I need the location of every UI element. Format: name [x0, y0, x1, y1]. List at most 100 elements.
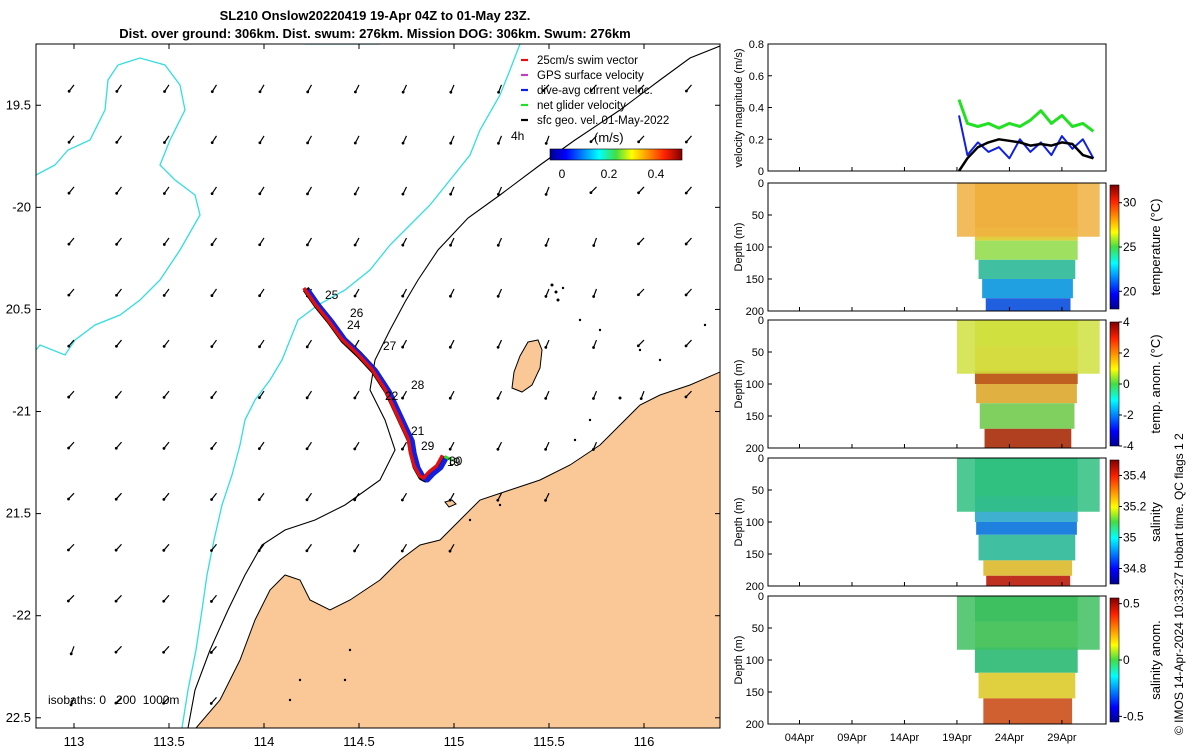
velocity-arrowhead — [496, 396, 500, 400]
velocity-arrowhead — [448, 498, 452, 502]
date-ticks: 04Apr 09Apr 14Apr 19Apr 24Apr 29Apr — [785, 167, 1077, 744]
depth-tick-label: 150 — [746, 274, 764, 286]
section-salinity-anom: 0 50 100 150 200 Depth (m) 0.5 0 -0.5 salinity an… — [733, 591, 1163, 731]
section-band — [985, 298, 1071, 311]
colorbar-title: temperature (°C) — [1148, 199, 1163, 296]
velocity-arrowhead — [544, 345, 548, 349]
isobath-200m — [187, 45, 720, 728]
velocity-arrowhead — [114, 701, 118, 705]
velocity-arrowhead — [258, 294, 262, 298]
depth-tick-label: 0 — [758, 315, 764, 327]
map-ytick-label: -20 — [12, 199, 31, 214]
velocity-frame — [767, 43, 1107, 172]
section-band — [984, 428, 1072, 448]
credit-text: © IMOS 14-Apr-2024 10:33:27 Hobart time.… — [1172, 433, 1186, 735]
colorbar-tick-2: 0.4 — [648, 167, 665, 181]
section-upper — [956, 596, 1100, 650]
velocity-arrowhead — [115, 89, 119, 93]
section-band — [978, 534, 1076, 561]
velocity-arrowhead — [448, 549, 452, 553]
velocity-arrowhead — [114, 395, 118, 399]
map-xtick-label: 114.5 — [343, 734, 375, 749]
map-x-ticks: 113 113.5 114 114.5 115 115.5 116 — [64, 44, 654, 749]
velocity-arrowhead — [401, 396, 404, 400]
colorbar-tick-label: -2 — [1123, 408, 1134, 422]
velocity-arrowhead — [684, 191, 688, 195]
section-salinity: 0 50 100 150 200 Depth (m) 35.4 35.2 35 34.8 salin… — [733, 453, 1163, 593]
velocity-arrowhead — [69, 703, 73, 707]
vel-ytick-label: 0.8 — [749, 39, 764, 51]
legend-label: 25cm/s swim vector — [537, 55, 638, 67]
velocity-arrowhead — [544, 397, 548, 400]
velocity-arrowhead — [449, 294, 452, 298]
velocity-arrowhead — [114, 446, 118, 450]
depth-tick-label: 100 — [746, 379, 764, 391]
section-band — [978, 259, 1076, 279]
depth-tick-label: 0 — [758, 453, 764, 465]
track-net-velocity — [443, 455, 454, 462]
depth-tick-label: 150 — [746, 549, 764, 561]
velocity-arrowhead — [162, 599, 166, 603]
velocity-arrowhead — [637, 89, 641, 93]
speed-colorbar — [549, 148, 683, 161]
velocity-arrowhead — [66, 599, 70, 603]
velocity-arrowhead — [637, 242, 640, 246]
vel-ytick-label: 0.6 — [749, 71, 764, 83]
velocity-arrowhead — [162, 650, 166, 654]
velocity-arrowhead — [115, 140, 119, 144]
velocity-arrowhead — [163, 90, 166, 93]
velocity-arrowhead — [544, 192, 548, 196]
section-colorbar — [1109, 459, 1120, 585]
velocity-arrowhead — [258, 345, 261, 349]
legend-label: net glider velocity — [537, 100, 626, 112]
velocity-arrowhead — [67, 293, 71, 297]
velocity-arrowhead — [210, 90, 214, 94]
section-upper — [956, 183, 1100, 237]
colorbar-tick-0: 0 — [559, 167, 566, 181]
depth-tick-label: 0 — [758, 178, 764, 190]
velocity-arrowhead — [400, 549, 404, 553]
vel-ytick-label: 0 — [758, 166, 764, 178]
colorbar-tick-label: 30 — [1123, 196, 1137, 210]
colorbar-tick-1: 0.2 — [601, 167, 618, 181]
colorbar-tick-label: 0 — [1123, 377, 1130, 391]
velocity-arrowhead — [258, 141, 262, 145]
velocity-arrowhead — [67, 395, 71, 399]
figure-title-line-1: SL210 Onslow20220419 19-Apr 04Z to 01-Ma… — [219, 8, 531, 23]
map-xtick-label: 115.5 — [533, 734, 565, 749]
velocity-arrowhead — [209, 702, 213, 705]
day-label: 27 — [383, 339, 397, 353]
velocity-arrowhead — [401, 294, 405, 298]
legend-extra-4h: 4h — [511, 129, 524, 143]
depth-tick-label: 50 — [752, 623, 764, 635]
section-band — [976, 522, 1077, 535]
velocity-arrowhead — [636, 344, 640, 348]
velocity-arrowhead — [257, 498, 261, 502]
date-tick-label: 14Apr — [890, 732, 920, 744]
velocity-arrowhead — [163, 141, 166, 144]
vel-series-line — [957, 138, 1094, 172]
day-label: 30 — [449, 454, 463, 468]
velocity-arrowhead — [353, 141, 357, 145]
figure-title-line-2: Dist. over ground: 306km. Dist. swum: 27… — [119, 26, 631, 41]
day-label: 29 — [421, 439, 435, 453]
section-band — [974, 371, 1078, 384]
velocity-arrowhead — [67, 344, 71, 348]
velocity-arrowhead — [257, 549, 261, 553]
velocity-arrowhead — [684, 344, 688, 348]
velocity-arrowhead — [496, 345, 500, 349]
velocity-arrowhead — [496, 192, 500, 196]
velocity-arrowhead — [401, 345, 405, 349]
section-temperature: 0 50 100 150 200 Depth (m) 30 25 20 temperature (… — [733, 178, 1163, 318]
velocity-arrowhead — [162, 345, 166, 348]
colorbar-tick-label: 25 — [1123, 240, 1137, 254]
velocity-arrowhead — [258, 243, 262, 247]
velocity-arrowhead — [589, 191, 593, 195]
vel-ytick-label: 0.2 — [749, 134, 764, 146]
velocity-arrowhead — [592, 397, 595, 400]
velocity-arrowhead — [685, 89, 688, 93]
depth-ylabel: Depth (m) — [733, 498, 745, 547]
velocity-arrowhead — [353, 396, 357, 400]
